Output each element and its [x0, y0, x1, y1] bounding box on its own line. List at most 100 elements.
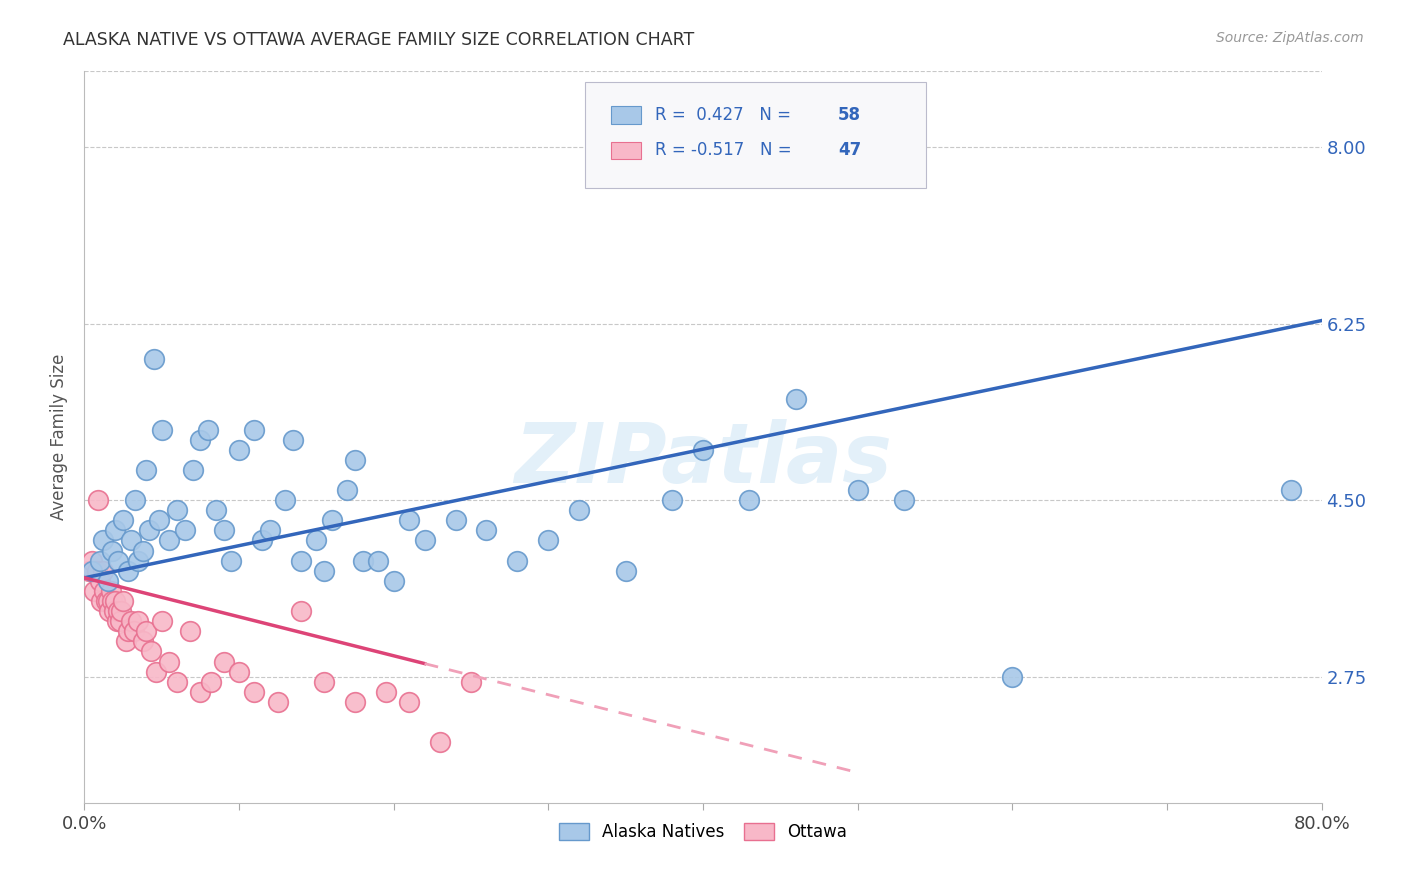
Point	[150, 423, 173, 437]
Point	[103, 604, 125, 618]
Text: 58: 58	[838, 106, 860, 124]
Text: ZIPatlas: ZIPatlas	[515, 418, 891, 500]
Point	[398, 695, 420, 709]
Point	[460, 674, 482, 689]
Point	[250, 533, 273, 548]
Point	[124, 493, 146, 508]
Point	[219, 554, 242, 568]
Point	[661, 493, 683, 508]
Point	[200, 674, 222, 689]
Point	[413, 533, 436, 548]
Point	[108, 614, 131, 628]
Y-axis label: Average Family Size: Average Family Size	[51, 354, 69, 520]
Point	[127, 554, 149, 568]
Point	[107, 604, 129, 618]
Point	[100, 583, 122, 598]
Point	[96, 574, 118, 588]
Point	[374, 685, 398, 699]
Point	[343, 695, 366, 709]
Point	[91, 533, 114, 548]
Point	[692, 442, 714, 457]
Point	[159, 655, 180, 669]
Point	[91, 564, 114, 578]
Point	[104, 594, 127, 608]
Point	[367, 554, 389, 568]
Point	[312, 674, 335, 689]
Point	[305, 533, 328, 548]
Point	[382, 574, 405, 588]
Point	[77, 564, 100, 578]
FancyBboxPatch shape	[585, 82, 925, 188]
FancyBboxPatch shape	[612, 142, 641, 159]
Point	[444, 513, 467, 527]
Point	[82, 564, 104, 578]
Point	[87, 493, 110, 508]
Point	[104, 524, 127, 538]
Point	[135, 624, 157, 639]
Point	[568, 503, 591, 517]
Point	[166, 503, 188, 517]
Text: R =  0.427   N =: R = 0.427 N =	[655, 106, 796, 124]
FancyBboxPatch shape	[612, 106, 641, 124]
Point	[138, 524, 160, 538]
Point	[893, 493, 915, 508]
Point	[188, 433, 211, 447]
Point	[179, 624, 201, 639]
Point	[290, 554, 312, 568]
Point	[132, 543, 155, 558]
Point	[738, 493, 761, 508]
Point	[105, 614, 128, 628]
Text: Source: ZipAtlas.com: Source: ZipAtlas.com	[1216, 31, 1364, 45]
Point	[243, 685, 266, 699]
Point	[614, 564, 637, 578]
Point	[429, 735, 451, 749]
Point	[352, 554, 374, 568]
Point	[166, 674, 188, 689]
Point	[112, 513, 135, 527]
Point	[197, 423, 219, 437]
Point	[90, 594, 112, 608]
Point	[83, 583, 105, 598]
Point	[94, 594, 117, 608]
Point	[228, 442, 250, 457]
Point	[93, 583, 115, 598]
Point	[281, 433, 305, 447]
Point	[785, 392, 807, 407]
Point	[159, 533, 180, 548]
Point	[110, 604, 132, 618]
Point	[132, 634, 155, 648]
Point	[150, 614, 173, 628]
Point	[243, 423, 266, 437]
Point	[96, 594, 118, 608]
Point	[120, 533, 142, 548]
Point	[82, 554, 104, 568]
Point	[101, 594, 124, 608]
Point	[122, 624, 145, 639]
Point	[174, 524, 197, 538]
Point	[115, 634, 138, 648]
Text: R = -0.517   N =: R = -0.517 N =	[655, 141, 797, 160]
Point	[148, 513, 170, 527]
Point	[205, 503, 228, 517]
Point	[107, 554, 129, 568]
Point	[101, 543, 124, 558]
Point	[145, 665, 167, 679]
Point	[86, 564, 108, 578]
Point	[117, 564, 139, 578]
Point	[537, 533, 560, 548]
Point	[475, 524, 498, 538]
Point	[1001, 670, 1024, 684]
Point	[127, 614, 149, 628]
Point	[321, 513, 343, 527]
Point	[117, 624, 139, 639]
Point	[188, 685, 211, 699]
Point	[290, 604, 312, 618]
Point	[228, 665, 250, 679]
Point	[143, 351, 166, 366]
Text: ALASKA NATIVE VS OTTAWA AVERAGE FAMILY SIZE CORRELATION CHART: ALASKA NATIVE VS OTTAWA AVERAGE FAMILY S…	[63, 31, 695, 49]
Point	[1279, 483, 1302, 497]
Point	[135, 463, 157, 477]
Point	[274, 493, 297, 508]
Point	[112, 594, 135, 608]
Point	[846, 483, 869, 497]
